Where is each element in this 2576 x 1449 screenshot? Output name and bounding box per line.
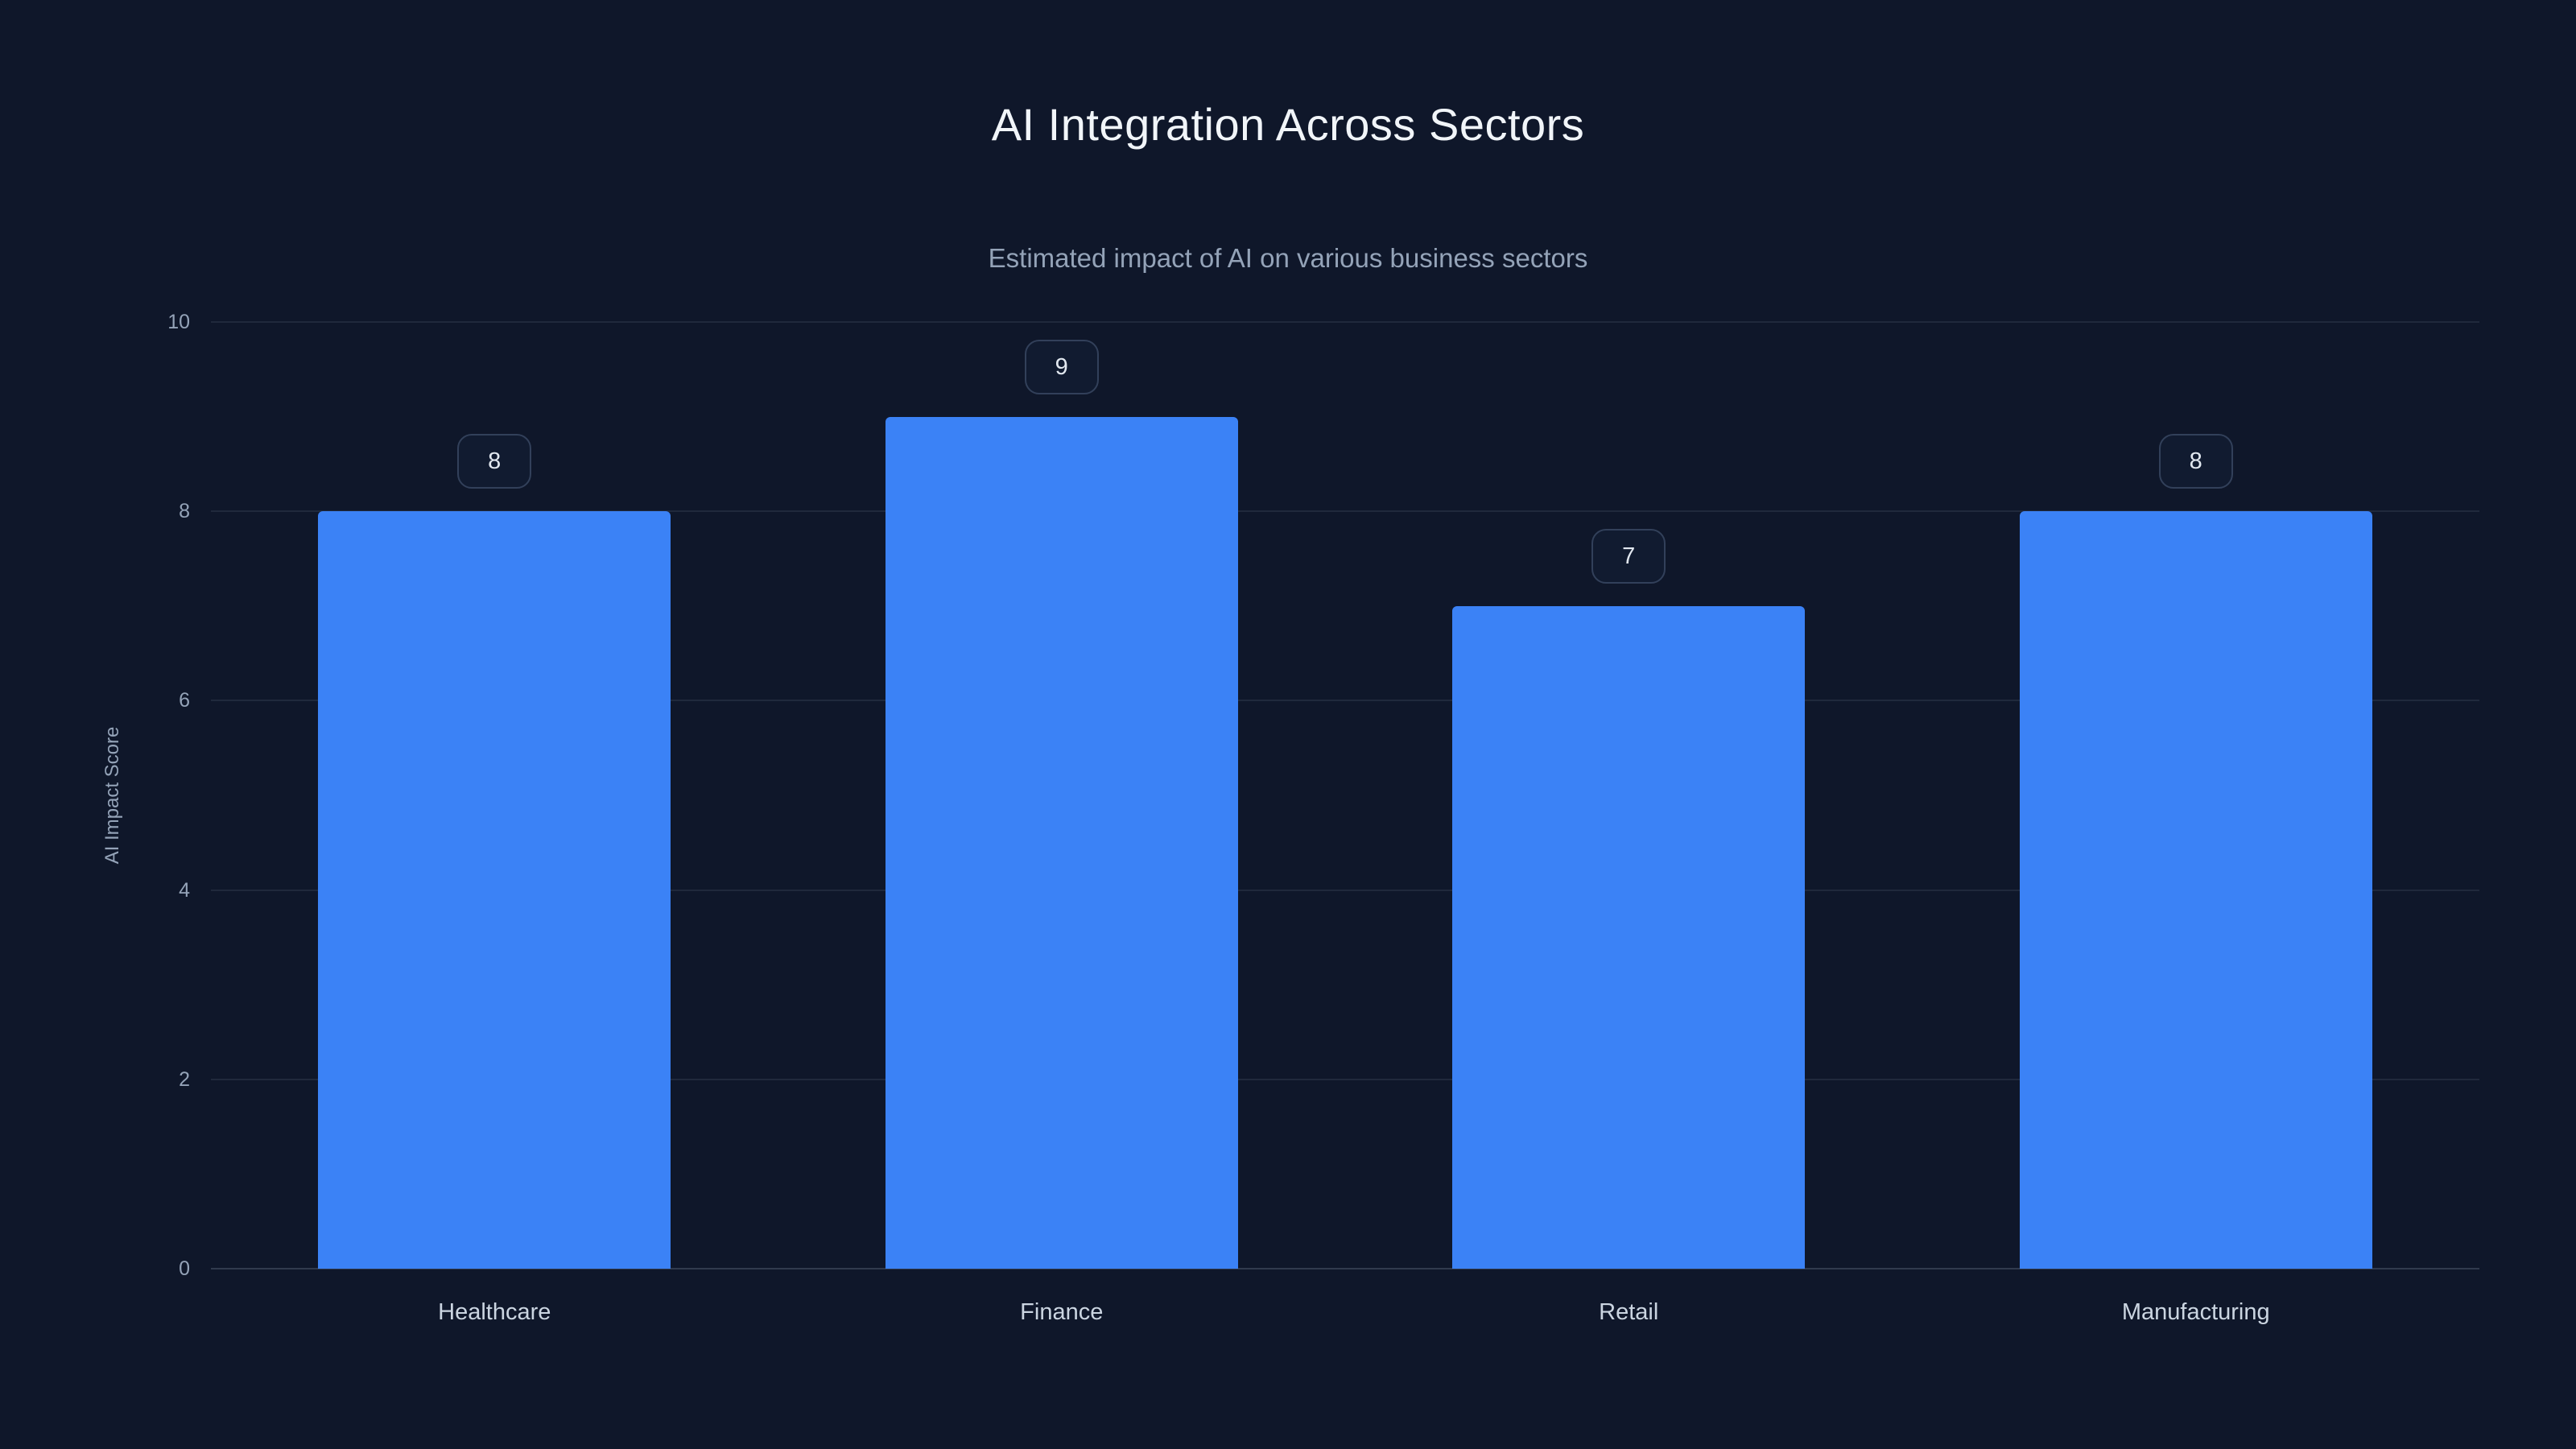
value-label-healthcare: 8 [457, 434, 532, 489]
gridline [211, 321, 2479, 323]
x-category-label-healthcare: Healthcare [438, 1299, 551, 1325]
gridline [211, 1078, 2479, 1080]
bar-healthcare [318, 511, 671, 1269]
chart-title: AI Integration Across Sectors [991, 99, 1585, 150]
chart-subtitle: Estimated impact of AI on various busine… [988, 243, 1588, 273]
bar-retail [1452, 605, 1806, 1269]
bar-slot-healthcare: 8 Healthcare [211, 322, 778, 1325]
value-label-finance: 9 [1024, 339, 1099, 394]
bar-slot-finance: 9 Finance [778, 322, 1346, 1325]
gridline [211, 700, 2479, 702]
bar-manufacturing [2019, 511, 2372, 1269]
value-label-retail: 7 [1591, 528, 1666, 584]
value-label-manufacturing: 8 [2158, 434, 2233, 489]
bar-finance [885, 416, 1238, 1269]
y-axis-label: AI Impact Score [101, 726, 123, 865]
x-category-label-retail: Retail [1599, 1299, 1659, 1325]
bar-series: 8 Healthcare 9 Finance 7 Retail 8 Manufacturing [211, 322, 2480, 1325]
bar-slot-manufacturing: 8 Manufacturing [1913, 322, 2480, 1325]
plot-area: 0 2 4 6 8 10 8 Healthcare 9 Finance 7 Retail 8 Manufa… [167, 312, 2480, 1325]
gridline [211, 510, 2479, 513]
gridline [211, 889, 2479, 891]
gridline [211, 1268, 2479, 1269]
bar-slot-retail: 7 Retail [1345, 322, 1913, 1325]
x-category-label-finance: Finance [1020, 1299, 1104, 1325]
x-category-label-manufacturing: Manufacturing [2121, 1299, 2270, 1325]
